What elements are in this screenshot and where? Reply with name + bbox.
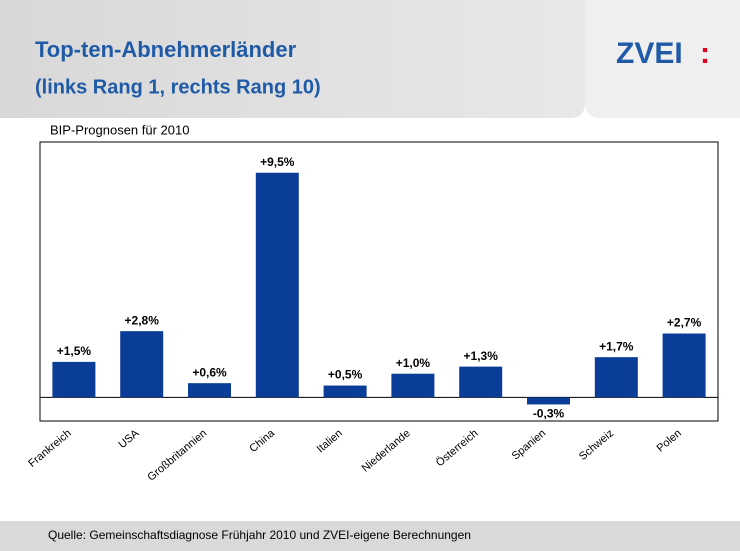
bar (323, 385, 367, 398)
bar (120, 331, 164, 398)
value-label: +2,8% (125, 313, 160, 327)
bar (255, 172, 299, 398)
bar (52, 361, 96, 398)
slide-subtitle: (links Rang 1, rechts Rang 10) (35, 76, 321, 98)
bar (662, 333, 706, 398)
value-label: +0,5% (328, 368, 363, 382)
header-right (0, 0, 740, 118)
value-label: -0,3% (533, 407, 565, 421)
value-label: +1,5% (57, 344, 92, 358)
header-band (0, 0, 585, 118)
value-label: +1,0% (396, 356, 431, 370)
chart-title: BIP-Prognosen für 2010 (50, 122, 189, 137)
source: Quelle: Gemeinschaftsdiagnose Frühjahr 2… (48, 528, 471, 542)
plot-frame (39, 141, 719, 422)
footer-band (0, 521, 740, 551)
bar (527, 397, 570, 405)
value-label: +9,5% (260, 155, 295, 169)
value-label: +2,7% (667, 316, 702, 330)
logo-mark: : (700, 37, 710, 70)
bar (459, 366, 503, 398)
bar (391, 373, 435, 398)
value-label: +1,7% (599, 339, 634, 353)
bar (188, 383, 231, 398)
logo: ZVEI (616, 37, 683, 70)
slide-title: Top-ten-Abnehmerländer (35, 37, 297, 62)
value-label: +0,6% (192, 365, 227, 379)
value-label: +1,3% (464, 349, 499, 363)
bar (594, 357, 638, 398)
